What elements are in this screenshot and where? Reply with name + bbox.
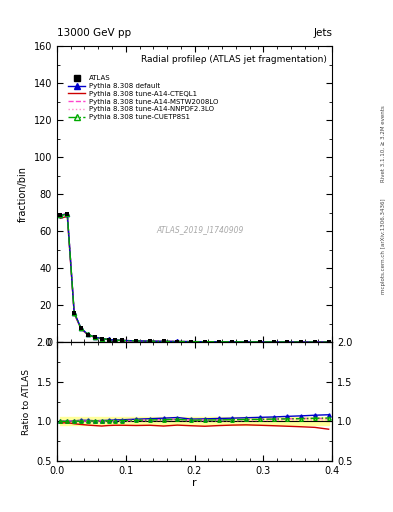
Text: Rivet 3.1.10, ≥ 3.2M events: Rivet 3.1.10, ≥ 3.2M events <box>381 105 386 182</box>
Text: Radial profileρ (ATLAS jet fragmentation): Radial profileρ (ATLAS jet fragmentation… <box>141 55 327 64</box>
Y-axis label: Ratio to ATLAS: Ratio to ATLAS <box>22 369 31 435</box>
Y-axis label: fraction/bin: fraction/bin <box>18 166 28 222</box>
Legend: ATLAS, Pythia 8.308 default, Pythia 8.308 tune-A14-CTEQL1, Pythia 8.308 tune-A14: ATLAS, Pythia 8.308 default, Pythia 8.30… <box>66 73 220 122</box>
Text: Jets: Jets <box>313 28 332 38</box>
Text: ATLAS_2019_I1740909: ATLAS_2019_I1740909 <box>156 225 244 234</box>
X-axis label: r: r <box>192 478 197 488</box>
Text: 13000 GeV pp: 13000 GeV pp <box>57 28 131 38</box>
Text: mcplots.cern.ch [arXiv:1306.3436]: mcplots.cern.ch [arXiv:1306.3436] <box>381 198 386 293</box>
